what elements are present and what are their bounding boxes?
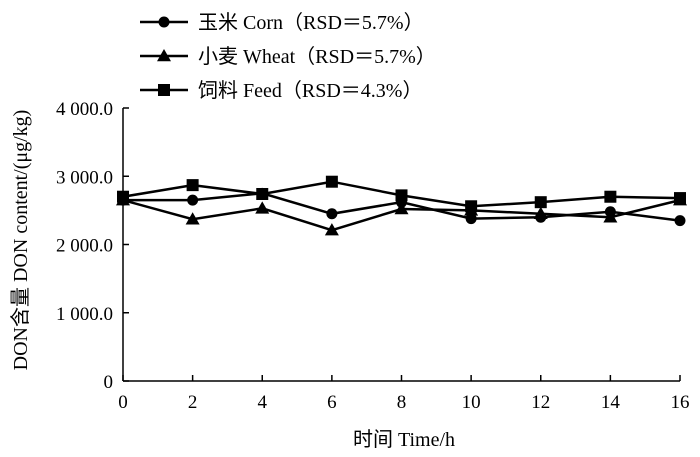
x-tick-label: 12 — [531, 392, 550, 413]
legend-marker — [158, 16, 170, 28]
data-point — [325, 175, 338, 188]
legend-entry: 玉米 Corn（RSD＝5.7%） — [140, 11, 424, 34]
data-point — [185, 212, 200, 225]
data-point — [465, 213, 477, 225]
data-point — [674, 215, 686, 227]
y-axis-label: DON含量 DON content/(μg/kg) — [9, 110, 32, 371]
series-layer — [116, 175, 687, 236]
data-point — [324, 223, 339, 236]
y-tick-label: 1 000.0 — [56, 304, 113, 325]
data-point — [674, 192, 686, 205]
y-tick-label: 3 000.0 — [56, 167, 113, 188]
x-tick-label: 14 — [601, 392, 621, 413]
legend-label: 小麦 Wheat（RSD＝5.7%） — [198, 45, 436, 68]
legend-entry: 饲料 Feed（RSD＝4.3%） — [140, 79, 422, 102]
data-point — [117, 190, 129, 203]
legend-entry: 小麦 Wheat（RSD＝5.7%） — [140, 45, 436, 68]
y-tick-label: 4 000.0 — [56, 99, 113, 120]
data-point — [603, 210, 618, 223]
data-point — [326, 208, 338, 220]
x-tick-label: 6 — [327, 392, 337, 413]
data-point — [395, 189, 408, 202]
data-point — [394, 202, 409, 215]
legend-marker — [157, 49, 171, 62]
legend: 玉米 Corn（RSD＝5.7%） 小麦 Wheat（RSD＝5.7%） 饲料 Fe… — [140, 11, 436, 102]
series-square — [117, 175, 686, 213]
data-point — [255, 201, 270, 214]
x-tick-label: 4 — [258, 392, 268, 413]
data-point — [187, 194, 199, 206]
x-tick-label: 16 — [671, 392, 690, 413]
y-tick-label: 2 000.0 — [56, 236, 113, 257]
x-tick-label: 10 — [462, 392, 481, 413]
legend-label: 玉米 Corn（RSD＝5.7%） — [198, 11, 424, 34]
data-point — [604, 190, 617, 203]
data-point — [256, 187, 269, 200]
legend-label: 饲料 Feed（RSD＝4.3%） — [198, 79, 422, 102]
legend-marker — [158, 84, 170, 96]
x-tick-label: 0 — [118, 392, 128, 413]
axes: 0 1 000.0 2 000.0 3 000.0 4 000.0 0 2 4 6 8 10 12 14… — [56, 99, 690, 413]
x-axis-label: 时间 Time/h — [353, 428, 455, 451]
data-point — [465, 200, 478, 213]
data-point — [533, 206, 548, 220]
y-tick-label: 0 — [104, 372, 114, 393]
x-tick-label: 8 — [397, 392, 407, 413]
data-point — [534, 196, 547, 209]
data-point — [186, 179, 199, 192]
x-tick-label: 2 — [188, 392, 198, 413]
